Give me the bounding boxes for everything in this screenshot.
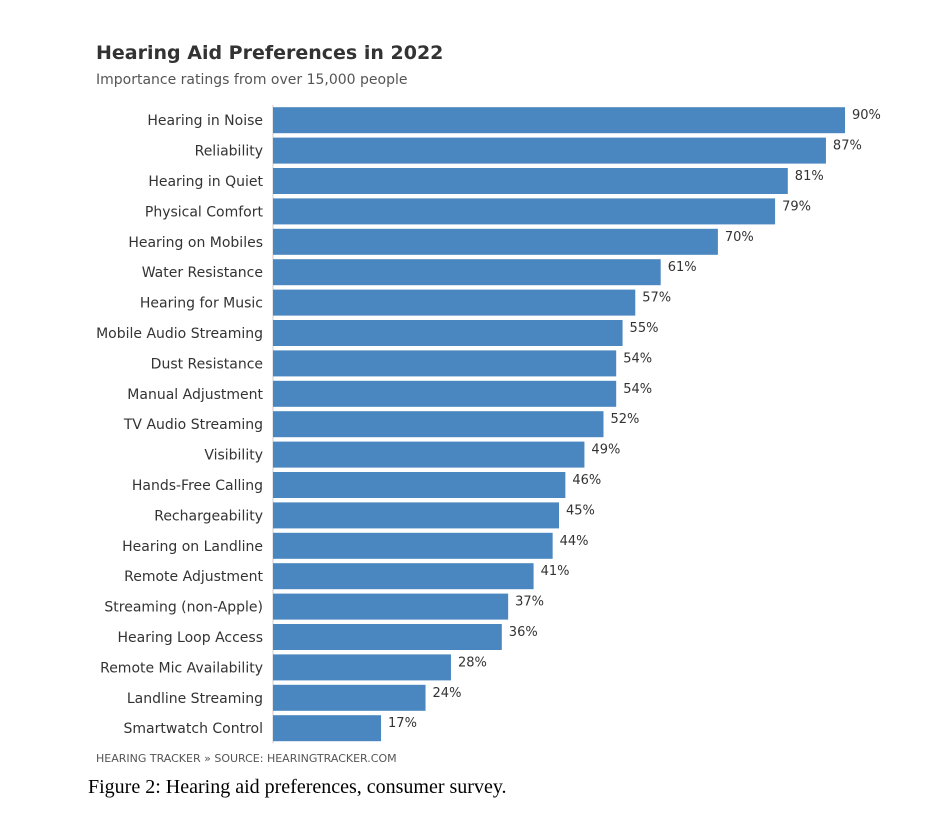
category-label: Hands-Free Calling xyxy=(132,478,263,494)
data-label: 37% xyxy=(515,595,544,610)
category-label: Water Resistance xyxy=(142,265,263,281)
category-label: Rechargeability xyxy=(154,508,263,524)
figure-caption: Figure 2: Hearing aid preferences, consu… xyxy=(88,776,507,798)
data-label: 81% xyxy=(795,169,824,184)
category-label: Smartwatch Control xyxy=(124,721,264,737)
category-label: Hearing in Quiet xyxy=(148,174,263,190)
bar xyxy=(273,137,826,164)
bar xyxy=(273,107,845,134)
bar xyxy=(273,168,788,194)
bar xyxy=(273,472,566,498)
bar xyxy=(273,654,451,681)
bar xyxy=(273,502,559,529)
bar xyxy=(273,411,604,438)
data-label: 87% xyxy=(833,139,862,154)
data-label: 57% xyxy=(642,291,671,306)
bar xyxy=(273,320,623,346)
data-label: 28% xyxy=(458,655,487,670)
data-label: 49% xyxy=(591,443,620,458)
bar xyxy=(273,350,617,377)
data-label: 36% xyxy=(509,625,538,640)
category-label: Manual Adjustment xyxy=(127,387,263,403)
bar xyxy=(273,593,509,620)
bar xyxy=(273,380,617,407)
source-credit: HEARING TRACKER » SOURCE: HEARINGTRACKER… xyxy=(96,752,397,765)
category-label: TV Audio Streaming xyxy=(123,417,263,433)
category-label: Landline Streaming xyxy=(127,691,263,707)
bar xyxy=(273,198,776,225)
category-label: Physical Comfort xyxy=(145,204,264,220)
category-label: Hearing on Landline xyxy=(122,539,263,555)
bar xyxy=(273,259,661,286)
data-label: 45% xyxy=(566,503,595,518)
bar xyxy=(273,563,534,590)
data-label: 44% xyxy=(560,534,589,549)
category-label: Dust Resistance xyxy=(151,356,263,372)
category-label: Visibility xyxy=(204,448,263,464)
data-label: 54% xyxy=(623,351,652,366)
data-label: 90% xyxy=(852,108,881,123)
bar xyxy=(273,684,426,711)
bar xyxy=(273,532,553,559)
data-label: 46% xyxy=(572,473,601,488)
data-label: 61% xyxy=(668,260,697,275)
category-label: Streaming (non-Apple) xyxy=(104,600,263,616)
bar xyxy=(273,624,502,650)
data-label: 79% xyxy=(782,199,811,214)
category-label: Remote Adjustment xyxy=(124,569,263,585)
data-label: 41% xyxy=(541,564,570,579)
data-label: 54% xyxy=(623,382,652,397)
bar xyxy=(273,228,718,255)
bar xyxy=(273,441,585,468)
category-label: Reliability xyxy=(195,144,263,160)
data-label: 70% xyxy=(725,230,754,245)
category-label: Hearing on Mobiles xyxy=(128,235,263,251)
category-label: Remote Mic Availability xyxy=(100,660,263,676)
data-label: 17% xyxy=(388,716,417,731)
chart-title: Hearing Aid Preferences in 2022 xyxy=(96,42,444,64)
bar xyxy=(273,715,382,742)
data-label: 52% xyxy=(610,412,639,427)
bar xyxy=(273,289,636,316)
data-label: 55% xyxy=(630,321,659,336)
chart-subtitle: Importance ratings from over 15,000 peop… xyxy=(96,72,408,88)
category-label: Hearing Loop Access xyxy=(117,630,263,646)
data-label: 24% xyxy=(433,686,462,701)
category-label: Hearing for Music xyxy=(140,296,263,312)
category-label: Hearing in Noise xyxy=(147,113,263,129)
category-label: Mobile Audio Streaming xyxy=(96,326,263,342)
